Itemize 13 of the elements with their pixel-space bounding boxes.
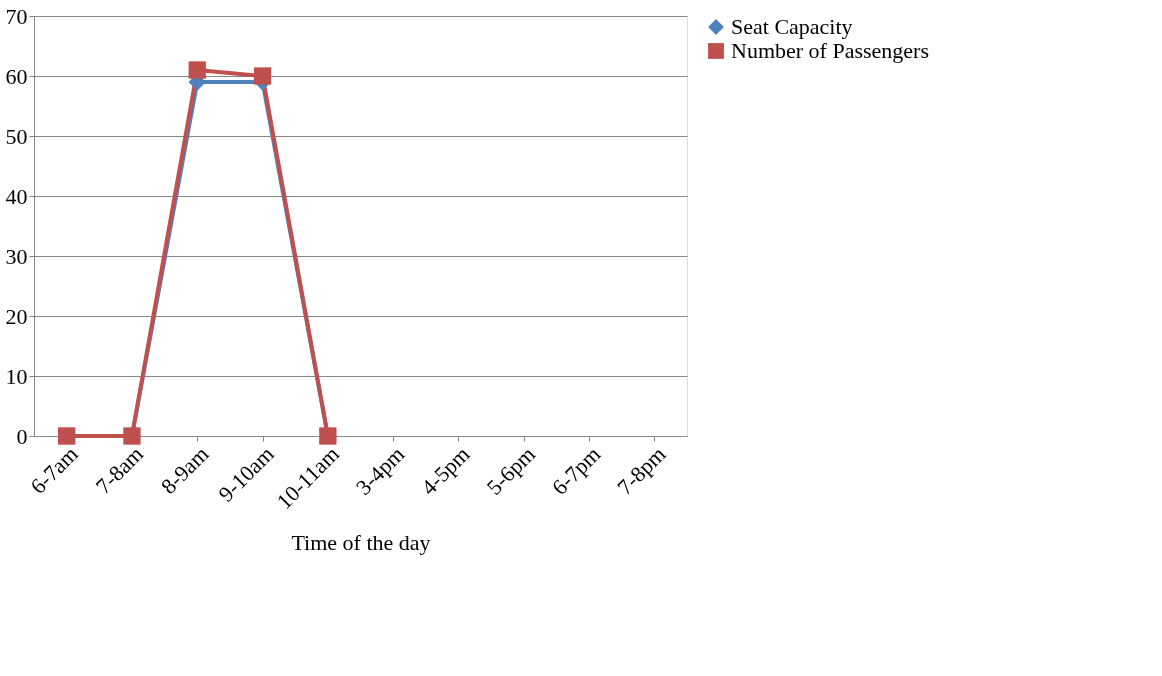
y-tick-label: 0 xyxy=(16,423,28,449)
y-tick-label: 30 xyxy=(5,243,28,269)
y-tick-label: 50 xyxy=(5,123,28,149)
x-axis-title: Time of the day xyxy=(291,530,431,556)
y-tick-label: 20 xyxy=(5,303,28,329)
point xyxy=(188,61,206,79)
legend-label: Number of Passengers xyxy=(731,38,929,63)
legend-label: Seat Capacity xyxy=(731,14,853,39)
y-tick-label: 70 xyxy=(5,3,28,29)
y-tick-label: 40 xyxy=(5,183,28,209)
point xyxy=(253,67,272,85)
y-tick-label: 10 xyxy=(5,363,28,389)
y-tick-label: 60 xyxy=(5,63,28,89)
